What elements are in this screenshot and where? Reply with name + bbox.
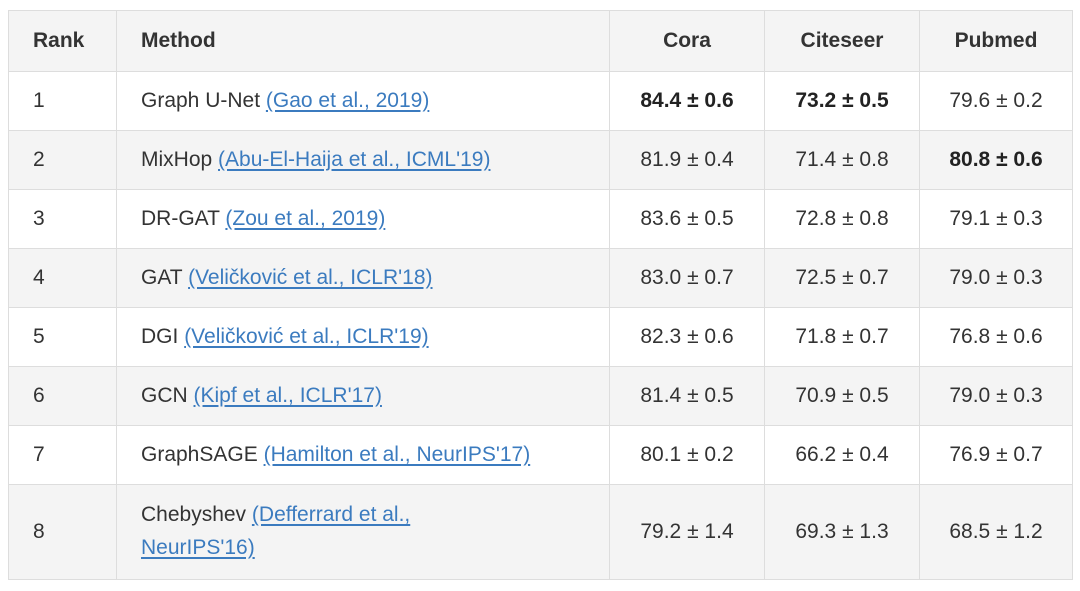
- method-name: DGI: [141, 324, 179, 348]
- header-pubmed: Pubmed: [919, 10, 1073, 72]
- reference-link[interactable]: (Veličković et al., ICLR'18): [188, 265, 433, 289]
- method-name: DR-GAT: [141, 206, 220, 230]
- rank-cell: 8: [8, 484, 117, 580]
- reference-link-line1: (Defferrard et al.,: [251, 503, 411, 527]
- citeseer-cell: 66.2 ± 0.4: [764, 425, 920, 485]
- method-cell: GCN (Kipf et al., ICLR'17): [116, 366, 610, 426]
- header-citeseer: Citeseer: [764, 10, 920, 72]
- rank-cell: 6: [8, 366, 117, 426]
- table-body: 1 Graph U-Net (Gao et al., 2019) 84.4 ± …: [8, 71, 1073, 580]
- table-row: 8 Chebyshev (Defferrard et al., NeurIPS'1…: [8, 484, 1073, 580]
- rank-cell: 7: [8, 425, 117, 485]
- results-table-container: Rank Method Cora Citeseer Pubmed 1 Graph…: [8, 10, 1073, 580]
- method-name: GraphSAGE: [141, 442, 258, 466]
- table-row: 3 DR-GAT (Zou et al., 2019) 83.6 ± 0.5 7…: [8, 189, 1073, 249]
- method-name: MixHop: [141, 147, 213, 171]
- header-row: Rank Method Cora Citeseer Pubmed: [8, 10, 1073, 72]
- table-row: 1 Graph U-Net (Gao et al., 2019) 84.4 ± …: [8, 71, 1073, 131]
- table-row: 6 GCN (Kipf et al., ICLR'17) 81.4 ± 0.5 …: [8, 366, 1073, 426]
- table-row: 2 MixHop (Abu-El-Haija et al., ICML'19) …: [8, 130, 1073, 190]
- pubmed-cell: 79.0 ± 0.3: [919, 248, 1073, 308]
- cora-cell: 81.9 ± 0.4: [609, 130, 765, 190]
- method-name: Chebyshev: [141, 503, 247, 527]
- rank-cell: 1: [8, 71, 117, 131]
- method-cell: GAT (Veličković et al., ICLR'18): [116, 248, 610, 308]
- pubmed-cell: 79.1 ± 0.3: [919, 189, 1073, 249]
- header-rank: Rank: [8, 10, 117, 72]
- citeseer-cell: 71.8 ± 0.7: [764, 307, 920, 367]
- citeseer-cell: 73.2 ± 0.5: [764, 71, 920, 131]
- table-row: 7 GraphSAGE (Hamilton et al., NeurIPS'17…: [8, 425, 1073, 485]
- reference-link-line2: NeurIPS'16): [141, 536, 255, 559]
- method-cell: Chebyshev (Defferrard et al., NeurIPS'16): [116, 484, 610, 580]
- method-cell: DR-GAT (Zou et al., 2019): [116, 189, 610, 249]
- reference-link[interactable]: (Zou et al., 2019): [225, 206, 386, 230]
- reference-link[interactable]: (Gao et al., 2019): [265, 88, 430, 112]
- pubmed-cell: 76.9 ± 0.7: [919, 425, 1073, 485]
- citeseer-cell: 72.5 ± 0.7: [764, 248, 920, 308]
- pubmed-cell: 80.8 ± 0.6: [919, 130, 1073, 190]
- rank-cell: 2: [8, 130, 117, 190]
- citeseer-cell: 70.9 ± 0.5: [764, 366, 920, 426]
- method-cell: Graph U-Net (Gao et al., 2019): [116, 71, 610, 131]
- method-cell: GraphSAGE (Hamilton et al., NeurIPS'17): [116, 425, 610, 485]
- cora-cell: 83.0 ± 0.7: [609, 248, 765, 308]
- results-table: Rank Method Cora Citeseer Pubmed 1 Graph…: [8, 10, 1073, 580]
- cora-cell: 83.6 ± 0.5: [609, 189, 765, 249]
- pubmed-cell: 68.5 ± 1.2: [919, 484, 1073, 580]
- rank-cell: 3: [8, 189, 117, 249]
- table-row: 5 DGI (Veličković et al., ICLR'19) 82.3 …: [8, 307, 1073, 367]
- reference-link[interactable]: (Kipf et al., ICLR'17): [193, 383, 382, 407]
- reference-link[interactable]: (Defferrard et al., NeurIPS'16): [141, 503, 410, 559]
- rank-cell: 4: [8, 248, 117, 308]
- table-header: Rank Method Cora Citeseer Pubmed: [8, 10, 1073, 72]
- cora-cell: 82.3 ± 0.6: [609, 307, 765, 367]
- citeseer-cell: 69.3 ± 1.3: [764, 484, 920, 580]
- reference-link[interactable]: (Veličković et al., ICLR'19): [184, 324, 429, 348]
- method-name: GAT: [141, 265, 183, 289]
- method-name: GCN: [141, 383, 188, 407]
- method-cell: DGI (Veličković et al., ICLR'19): [116, 307, 610, 367]
- table-row: 4 GAT (Veličković et al., ICLR'18) 83.0 …: [8, 248, 1073, 308]
- cora-cell: 80.1 ± 0.2: [609, 425, 765, 485]
- pubmed-cell: 79.0 ± 0.3: [919, 366, 1073, 426]
- rank-cell: 5: [8, 307, 117, 367]
- cora-cell: 81.4 ± 0.5: [609, 366, 765, 426]
- method-name: Graph U-Net: [141, 88, 261, 112]
- pubmed-cell: 79.6 ± 0.2: [919, 71, 1073, 131]
- header-method: Method: [116, 10, 610, 72]
- reference-link[interactable]: (Hamilton et al., NeurIPS'17): [263, 442, 531, 466]
- header-cora: Cora: [609, 10, 765, 72]
- method-cell: MixHop (Abu-El-Haija et al., ICML'19): [116, 130, 610, 190]
- pubmed-cell: 76.8 ± 0.6: [919, 307, 1073, 367]
- citeseer-cell: 72.8 ± 0.8: [764, 189, 920, 249]
- cora-cell: 79.2 ± 1.4: [609, 484, 765, 580]
- reference-link[interactable]: (Abu-El-Haija et al., ICML'19): [218, 147, 491, 171]
- citeseer-cell: 71.4 ± 0.8: [764, 130, 920, 190]
- cora-cell: 84.4 ± 0.6: [609, 71, 765, 131]
